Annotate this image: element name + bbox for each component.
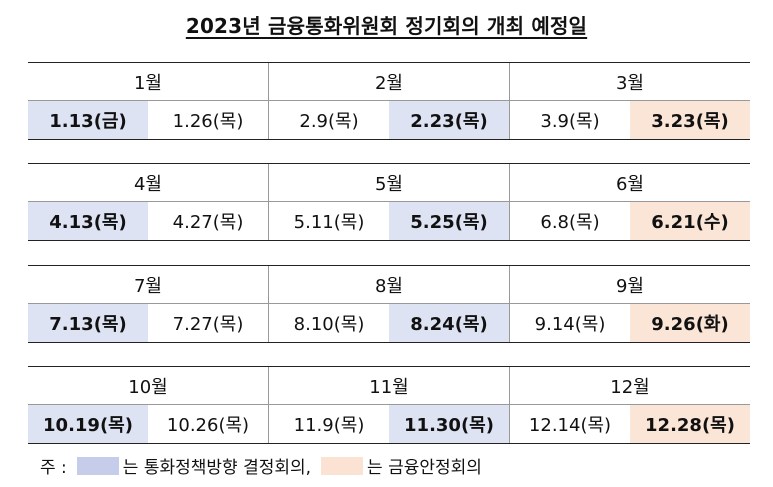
- month-header: 10월: [128, 376, 168, 398]
- month-header: 2월: [268, 63, 509, 100]
- quarter-block: 7월 8월 9월 7.13(목) 7.27(목) 8.10(목) 8.24(목) 9.14(목…: [28, 265, 750, 343]
- stability-meeting-date: 3.23(목): [630, 101, 750, 139]
- legend-peach-swatch: [321, 456, 364, 475]
- page-title-text: 2023년 금융통화위원회 정기회의 개최 예정일: [185, 14, 588, 38]
- legend-peach-label: 는 금융안정회의: [367, 458, 482, 478]
- quarter-block: 10월 11월 12월 10.19(목) 10.26(목) 11.9(목) 11.30(목)…: [28, 366, 750, 444]
- meeting-date: 5.11(목): [268, 202, 389, 240]
- legend: 주 : 는 통화정책방향 결정회의, 는 금융안정회의: [40, 453, 482, 478]
- month-header: 3월: [509, 63, 750, 100]
- date-row: 1.13(금) 1.26(목) 2.9(목) 2.23(목) 3.9(목) 3.23(목): [28, 101, 750, 140]
- month-header: 11월: [268, 367, 509, 404]
- month-header: 9월: [509, 266, 750, 303]
- month-header-row: 4월 5월 6월: [28, 163, 750, 202]
- meeting-date: 9.14(목): [509, 304, 630, 342]
- legend-blue-label: 는 통화정책방향 결정회의,: [122, 458, 312, 478]
- meeting-date: 6.8(목): [509, 202, 630, 240]
- month-header-row: 1월 2월 3월: [28, 62, 750, 101]
- month-header-row: 10월 11월 12월: [28, 366, 750, 405]
- month-header: 5월: [268, 164, 509, 201]
- meeting-date: 2.9(목): [268, 101, 389, 139]
- stability-meeting-date: 6.21(수): [630, 202, 750, 240]
- policy-meeting-date: 1.13(금): [28, 101, 148, 139]
- month-header: 4월: [133, 173, 162, 195]
- date-row: 10.19(목) 10.26(목) 11.9(목) 11.30(목) 12.14(목) 1…: [28, 405, 750, 444]
- legend-blue-swatch: [76, 456, 119, 475]
- legend-prefix: 주 :: [40, 458, 67, 478]
- month-header-row: 7월 8월 9월: [28, 265, 750, 304]
- page-title: 2023년 금융통화위원회 정기회의 개최 예정일: [0, 10, 773, 39]
- meeting-date: 3.9(목): [509, 101, 630, 139]
- meeting-date: 7.27(목): [172, 314, 244, 335]
- policy-meeting-date: 7.13(목): [28, 304, 148, 342]
- policy-meeting-date: 8.24(목): [389, 304, 509, 342]
- policy-meeting-date: 2.23(목): [389, 101, 509, 139]
- month-header: 8월: [268, 266, 509, 303]
- quarter-block: 4월 5월 6월 4.13(목) 4.27(목) 5.11(목) 5.25(목) 6.8(목)…: [28, 163, 750, 241]
- policy-meeting-date: 11.30(목): [389, 405, 509, 443]
- meeting-date: 11.9(목): [268, 405, 389, 443]
- stability-meeting-date: 9.26(화): [630, 304, 750, 342]
- meeting-date: 4.27(목): [172, 212, 244, 233]
- month-header: 12월: [509, 367, 750, 404]
- meeting-date: 1.26(목): [172, 111, 244, 132]
- policy-meeting-date: 4.13(목): [28, 202, 148, 240]
- meeting-date: 8.10(목): [268, 304, 389, 342]
- stability-meeting-date: 12.28(목): [630, 405, 750, 443]
- meeting-date: 10.26(목): [166, 415, 250, 436]
- date-row: 7.13(목) 7.27(목) 8.10(목) 8.24(목) 9.14(목) 9.26(…: [28, 304, 750, 343]
- date-row: 4.13(목) 4.27(목) 5.11(목) 5.25(목) 6.8(목) 6.21(수…: [28, 202, 750, 241]
- meeting-date: 12.14(목): [509, 405, 630, 443]
- month-header: 1월: [133, 72, 162, 94]
- quarter-block: 1월 2월 3월 1.13(금) 1.26(목) 2.9(목) 2.23(목) 3.9(목) 3…: [28, 62, 750, 140]
- policy-meeting-date: 5.25(목): [389, 202, 509, 240]
- month-header: 6월: [509, 164, 750, 201]
- month-header: 7월: [133, 275, 162, 297]
- policy-meeting-date: 10.19(목): [28, 405, 148, 443]
